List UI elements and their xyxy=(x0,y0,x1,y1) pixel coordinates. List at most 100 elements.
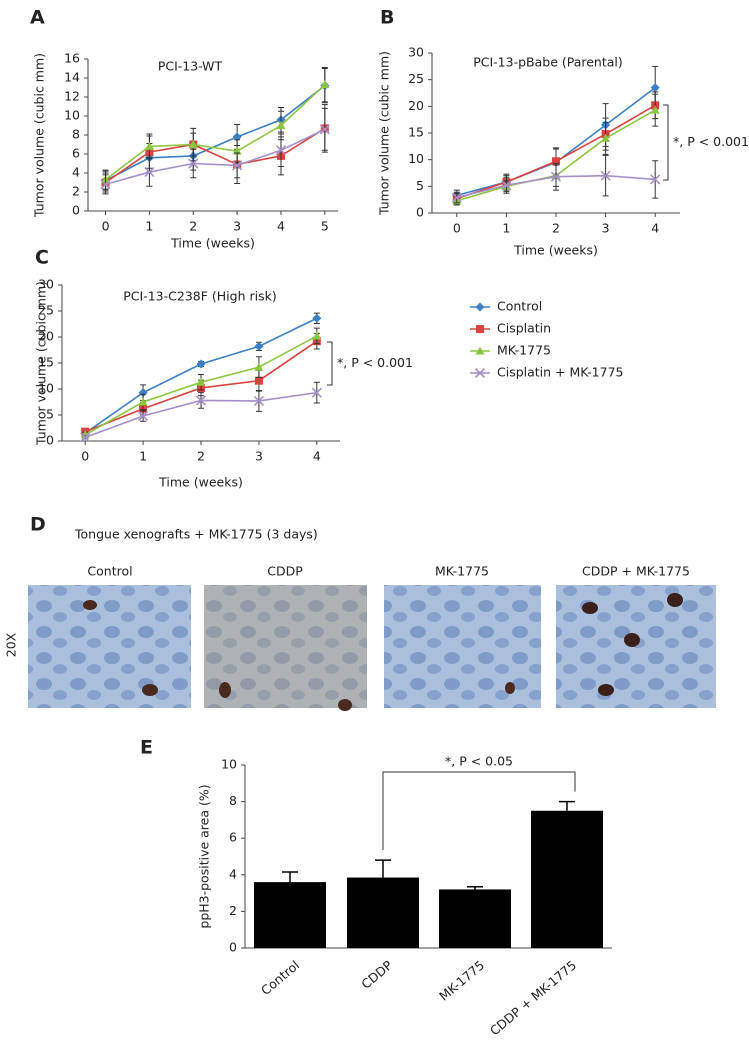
annotation: *, P < 0.001 xyxy=(337,355,413,370)
y-tick-label: 0 xyxy=(416,205,424,220)
micrograph xyxy=(204,585,367,708)
marker xyxy=(552,157,560,166)
y-tick-label: 5 xyxy=(416,178,424,193)
marker xyxy=(254,376,263,385)
significance-bracket xyxy=(663,104,669,181)
y-tick-label: 10 xyxy=(221,757,237,772)
y-axis-label: ppH3-positive area (%) xyxy=(197,784,212,928)
x-tick-label: 4 xyxy=(277,219,285,234)
legend-label: Control xyxy=(497,299,542,314)
y-axis-label: Tumor volume (cubic mm) xyxy=(34,281,49,446)
y-tick-label: 25 xyxy=(38,303,54,318)
marker xyxy=(550,171,562,182)
x-tick-label: 0 xyxy=(81,449,89,464)
x-tick-label: 2 xyxy=(552,221,560,236)
series-line xyxy=(105,84,326,182)
y-tick-label: 10 xyxy=(38,381,54,396)
x-tick-label: Control xyxy=(258,957,302,998)
panel-letter: B xyxy=(380,7,394,29)
bar xyxy=(254,882,326,948)
y-tick-label: 5 xyxy=(46,407,54,422)
marker xyxy=(650,174,661,185)
significance-bracket xyxy=(382,771,576,851)
y-axis-label: Tumor volume (cubic mm) xyxy=(377,51,392,216)
marker xyxy=(195,395,207,406)
series-line xyxy=(105,127,326,184)
stained-nucleus xyxy=(83,600,97,610)
x-tick-label: 1 xyxy=(502,221,510,236)
x-tick-label: 0 xyxy=(453,221,461,236)
error-bar xyxy=(282,871,298,883)
x-tick-label: MK-1775 xyxy=(436,957,487,1003)
marker xyxy=(144,141,154,150)
x-tick-label: CDDP xyxy=(358,957,395,992)
x-axis-label: Time (weeks) xyxy=(513,243,598,258)
marker xyxy=(144,166,155,178)
stained-nucleus xyxy=(142,684,158,696)
marker xyxy=(254,341,264,351)
significance-bracket xyxy=(327,341,333,386)
y-tick-label: 10 xyxy=(408,151,424,166)
stained-nucleus xyxy=(582,602,598,614)
micrograph xyxy=(28,585,191,708)
stain-overlay xyxy=(204,585,367,708)
error-bar xyxy=(559,800,575,811)
panel-letter: E xyxy=(140,737,153,759)
marker xyxy=(254,362,264,371)
x-tick-label: 4 xyxy=(651,221,659,236)
y-tick-label: 0 xyxy=(72,203,80,218)
marker xyxy=(311,387,322,398)
y-axis-label: Tumor volume (cubic mm) xyxy=(32,53,47,218)
marker xyxy=(275,145,287,156)
y-tick-label: 30 xyxy=(408,45,424,60)
marker xyxy=(320,80,330,89)
stained-nucleus xyxy=(505,682,515,694)
marker xyxy=(232,160,243,171)
chart-title: PCI-13-pBabe (Parental) xyxy=(473,55,623,70)
image-label: Control xyxy=(87,564,132,579)
legend-label: Cisplatin xyxy=(497,321,551,336)
marker xyxy=(476,325,484,333)
x-tick-label: CDDP + MK-1775 xyxy=(487,957,579,1038)
y-tick-label: 4 xyxy=(229,866,237,881)
magnification: 20X xyxy=(4,632,19,657)
marker xyxy=(474,367,486,379)
x-tick-label: 0 xyxy=(102,219,110,234)
stained-nucleus xyxy=(667,593,683,607)
y-tick-label: 30 xyxy=(38,277,54,292)
marker xyxy=(319,124,330,135)
x-tick-label: 1 xyxy=(139,449,147,464)
y-tick-label: 25 xyxy=(408,71,424,86)
y-tick-label: 8 xyxy=(72,127,80,142)
micrograph xyxy=(556,585,716,708)
annotation: *, P < 0.05 xyxy=(445,754,513,769)
marker xyxy=(475,346,485,355)
y-tick-label: 6 xyxy=(229,830,237,845)
stained-nucleus xyxy=(624,633,640,647)
error-bar xyxy=(375,859,391,878)
y-tick-label: 12 xyxy=(64,89,80,104)
y-tick-label: 2 xyxy=(72,184,80,199)
panel-letter: A xyxy=(30,7,45,29)
error-bar xyxy=(467,885,483,890)
legend-label: MK-1775 xyxy=(497,343,551,358)
marker xyxy=(232,132,242,142)
x-tick-label: 4 xyxy=(313,449,321,464)
stained-nucleus xyxy=(338,699,352,711)
marker xyxy=(138,410,149,422)
series-line xyxy=(105,84,326,181)
y-tick-label: 10 xyxy=(64,108,80,123)
micrograph xyxy=(384,585,541,708)
chart-title: PCI-13-C238F (High risk) xyxy=(123,289,276,304)
marker xyxy=(650,83,660,93)
y-tick-label: 2 xyxy=(229,903,237,918)
stained-nucleus xyxy=(219,682,231,698)
marker xyxy=(312,313,322,323)
marker xyxy=(138,397,148,406)
legend-label: Cisplatin + MK-1775 xyxy=(497,365,624,380)
image-label: CDDP xyxy=(267,564,303,579)
marker xyxy=(100,179,111,190)
marker xyxy=(188,158,199,169)
x-axis-label: Time (weeks) xyxy=(170,236,255,251)
